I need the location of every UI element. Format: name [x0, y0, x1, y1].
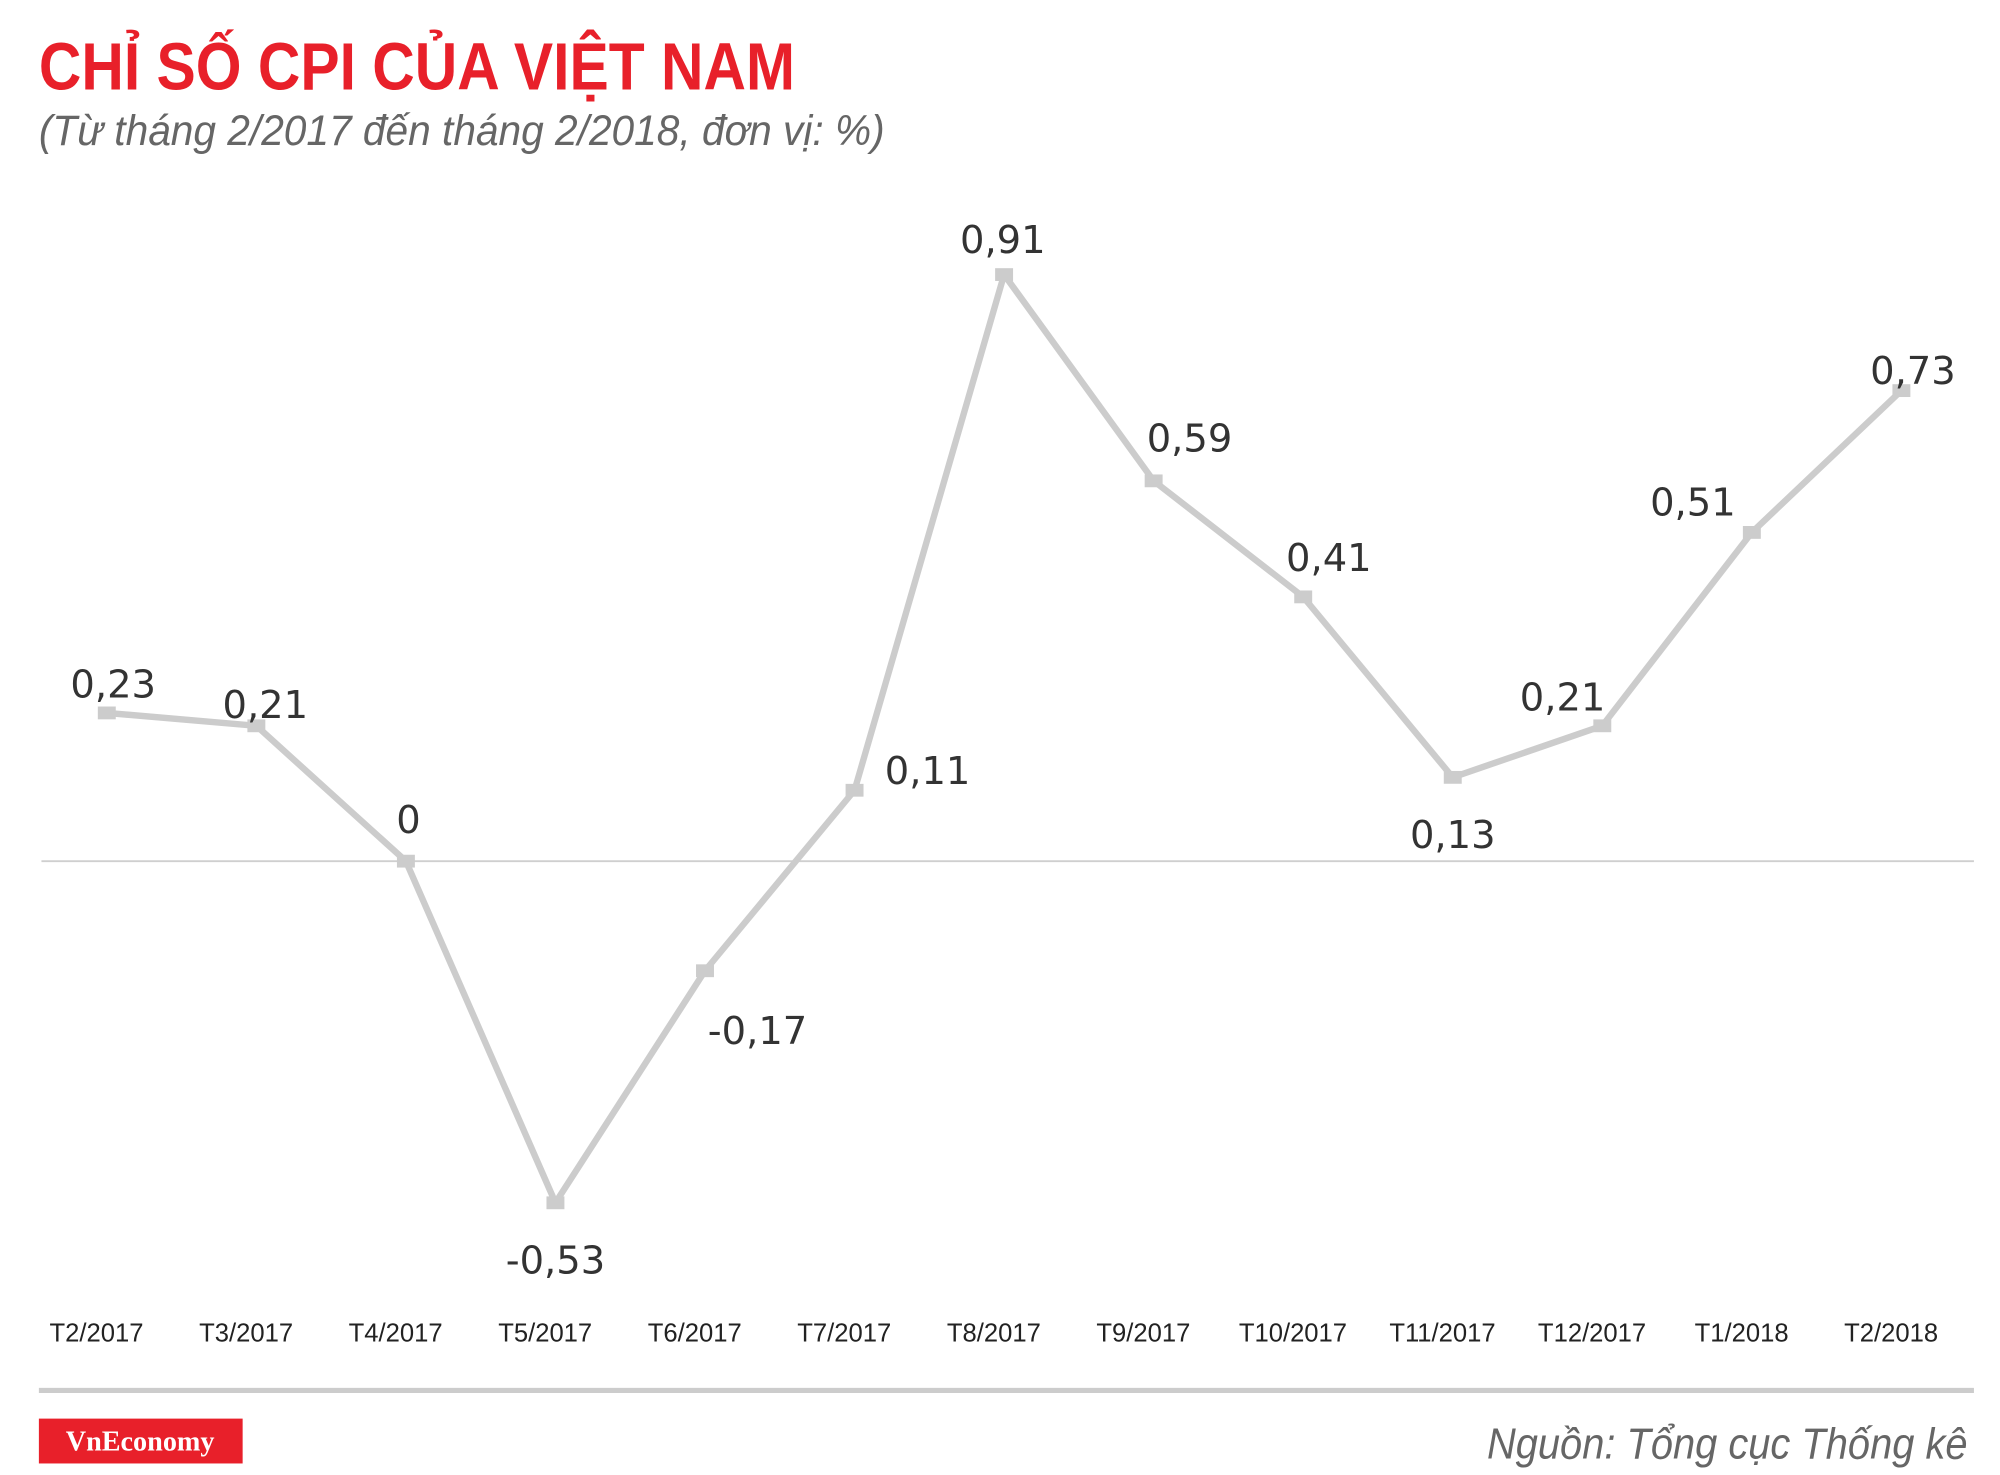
data-label: 0,51 [1650, 481, 1736, 526]
data-point-marker [696, 964, 714, 978]
x-tick-label: T9/2017 [1096, 1320, 1190, 1348]
data-label: -0,53 [506, 1238, 605, 1283]
data-point-marker [1144, 474, 1163, 488]
x-tick-label: T10/2017 [1239, 1320, 1347, 1348]
data-label: 0,11 [885, 749, 971, 794]
x-tick-label: T4/2017 [349, 1320, 443, 1348]
x-tick-label: T3/2017 [199, 1320, 293, 1348]
chart-subtitle: (Từ tháng 2/2017 đến tháng 2/2018, đơn v… [39, 107, 885, 154]
x-tick-label: T8/2017 [947, 1320, 1041, 1348]
data-label: 0,23 [70, 663, 156, 708]
data-point-marker [396, 854, 415, 868]
x-tick-label: T1/2018 [1695, 1320, 1789, 1348]
x-tick-label: T2/2018 [1844, 1320, 1938, 1348]
data-point-marker [1892, 384, 1911, 398]
data-label: 0,91 [960, 218, 1046, 263]
vneconomy-logo: VnEconomy [38, 1418, 243, 1464]
cpi-series-line [106, 271, 1904, 1207]
data-label: 0,59 [1147, 416, 1233, 461]
x-tick-label: T5/2017 [498, 1320, 592, 1348]
data-point-marker [247, 719, 266, 733]
x-tick-label: T6/2017 [648, 1320, 742, 1348]
source-note: Nguồn: Tổng cục Thống kê [1487, 1420, 1968, 1468]
data-point-marker [1742, 526, 1761, 539]
x-tick-label: T7/2017 [797, 1320, 891, 1348]
data-point-marker [1593, 719, 1612, 733]
logo-text: VnEconomy [66, 1427, 215, 1458]
data-label: 0,21 [1520, 675, 1606, 720]
data-point-marker [546, 1196, 565, 1210]
data-point-marker [97, 706, 116, 720]
data-label: 0,21 [223, 683, 309, 728]
data-label: 0,41 [1286, 536, 1372, 581]
data-point-marker [1443, 770, 1462, 784]
data-label: -0,17 [708, 1009, 807, 1054]
x-tick-label: T2/2017 [50, 1320, 144, 1348]
chart-title: CHỈ SỐ CPI CỦA VIỆT NAM [39, 29, 795, 105]
data-point-marker [1294, 590, 1313, 604]
data-point-marker [995, 268, 1014, 281]
data-point-marker [845, 783, 864, 797]
data-label: 0,13 [1410, 813, 1496, 858]
data-label: 0,73 [1870, 349, 1956, 394]
x-tick-label: T12/2017 [1538, 1320, 1646, 1348]
data-label: 0 [396, 798, 420, 843]
x-tick-label: T11/2017 [1389, 1320, 1495, 1348]
